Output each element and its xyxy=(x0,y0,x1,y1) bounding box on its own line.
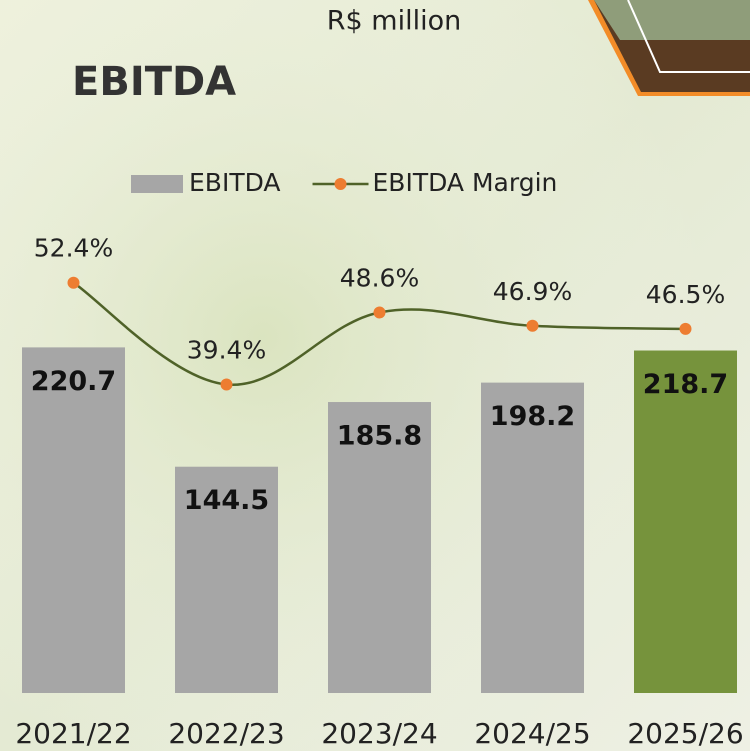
chart: R$ million EBITDA EBITDA EBITDA Margin 20… xyxy=(0,0,750,751)
chart-title: EBITDA xyxy=(72,59,236,105)
page: {"chart_data": { "type": "bar", "title":… xyxy=(0,0,750,751)
line-value-label: 39.4% xyxy=(187,335,266,364)
legend-label: EBITDA xyxy=(189,168,281,197)
bar-value-label: 144.5 xyxy=(184,485,269,516)
bar xyxy=(634,351,737,693)
x-tick-label: 2023/24 xyxy=(321,717,437,750)
bar-value-label: 198.2 xyxy=(490,401,575,432)
x-tick-label: 2021/22 xyxy=(15,717,131,750)
legend-swatch xyxy=(131,175,183,193)
bar xyxy=(22,347,125,693)
x-tick-label: 2024/25 xyxy=(474,717,590,750)
line-marker xyxy=(221,378,233,390)
line-value-label: 46.5% xyxy=(646,280,725,309)
bar-value-label: 185.8 xyxy=(337,421,422,452)
x-tick-label: 2025/26 xyxy=(627,717,743,750)
line-value-label: 48.6% xyxy=(340,263,419,292)
line-marker xyxy=(374,306,386,318)
bar-value-label: 218.7 xyxy=(643,369,728,400)
bar-value-label: 220.7 xyxy=(31,366,116,397)
legend-marker xyxy=(335,178,347,190)
subtitle: R$ million xyxy=(327,6,461,37)
line-marker xyxy=(527,320,539,332)
x-tick-label: 2022/23 xyxy=(168,717,284,750)
legend-label: EBITDA Margin xyxy=(373,168,558,197)
line-value-label: 52.4% xyxy=(34,234,113,263)
line-marker xyxy=(68,277,80,289)
line-marker xyxy=(680,323,692,335)
line-value-label: 46.9% xyxy=(493,277,572,306)
